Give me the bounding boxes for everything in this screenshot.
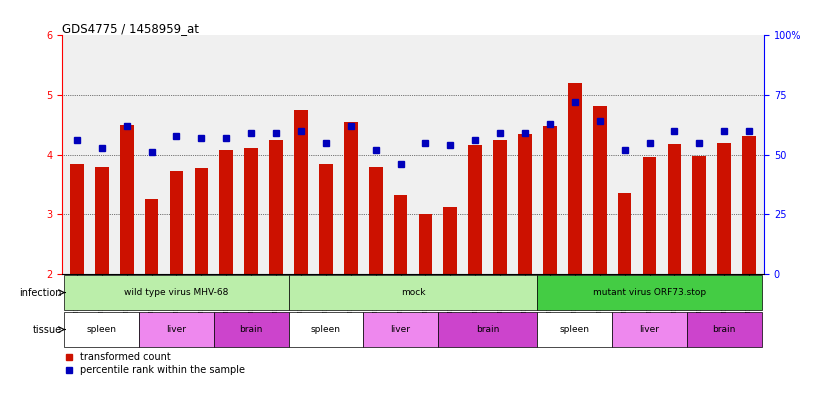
Bar [145,200,159,274]
Bar [468,145,482,274]
Bar [518,134,532,274]
Bar [538,275,762,310]
Text: tissue: tissue [33,325,62,334]
Bar [743,136,756,274]
Bar [319,163,333,274]
Bar [438,312,538,347]
Bar [687,312,762,347]
Text: spleen: spleen [311,325,341,334]
Text: GDS4775 / 1458959_at: GDS4775 / 1458959_at [62,22,199,35]
Text: brain: brain [713,325,736,334]
Bar [120,125,134,274]
Bar [344,122,358,274]
Bar [288,312,363,347]
Bar [195,168,208,274]
Text: transformed count: transformed count [79,352,170,362]
Bar [363,312,438,347]
Bar [667,144,681,274]
Bar [538,312,612,347]
Text: percentile rank within the sample: percentile rank within the sample [79,365,244,375]
Text: spleen: spleen [560,325,590,334]
Bar [419,215,432,274]
Bar [244,147,258,274]
Bar [269,140,283,274]
Bar [568,83,582,274]
Bar [618,193,631,274]
Bar [64,275,288,310]
Text: brain: brain [476,325,500,334]
Text: brain: brain [240,325,263,334]
Bar [493,140,507,274]
Bar [220,150,233,274]
Text: spleen: spleen [87,325,116,334]
Bar [612,312,687,347]
Text: infection: infection [20,288,62,298]
Bar [294,110,308,274]
Bar [169,171,183,274]
Bar [64,312,139,347]
Bar [139,312,214,347]
Bar [643,156,657,274]
Bar [70,163,83,274]
Bar [692,156,706,274]
Bar [444,207,458,274]
Text: mock: mock [401,288,425,297]
Text: wild type virus MHV-68: wild type virus MHV-68 [124,288,229,297]
Text: liver: liver [639,325,659,334]
Bar [543,126,557,274]
Bar [288,275,538,310]
Bar [214,312,288,347]
Text: mutant virus ORF73.stop: mutant virus ORF73.stop [593,288,706,297]
Text: liver: liver [391,325,411,334]
Bar [593,106,606,274]
Bar [95,167,109,274]
Text: liver: liver [167,325,187,334]
Bar [394,195,407,274]
Bar [717,143,731,274]
Bar [368,167,382,274]
